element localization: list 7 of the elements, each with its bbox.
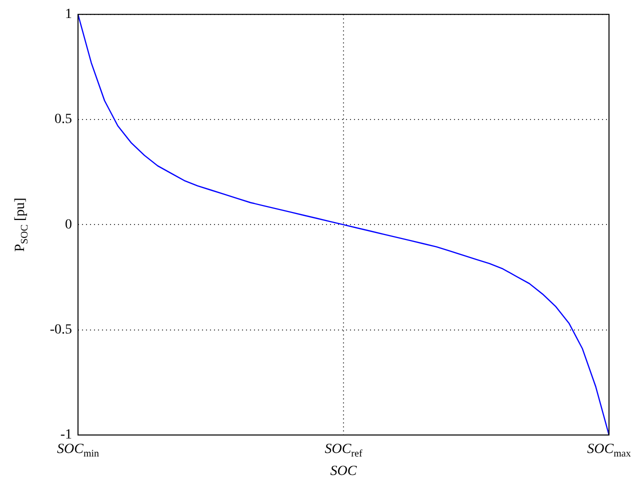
y-tick-label: -0.5 bbox=[50, 322, 72, 338]
y-tick-label: 1 bbox=[65, 7, 72, 22]
y-tick-label: -1 bbox=[60, 428, 72, 443]
y-tick-label: 0.5 bbox=[54, 112, 72, 128]
x-axis-title: SOC bbox=[330, 464, 358, 479]
y-axis-title: PSOC [pu] bbox=[13, 198, 30, 252]
y-tick-label: 0 bbox=[65, 217, 72, 232]
